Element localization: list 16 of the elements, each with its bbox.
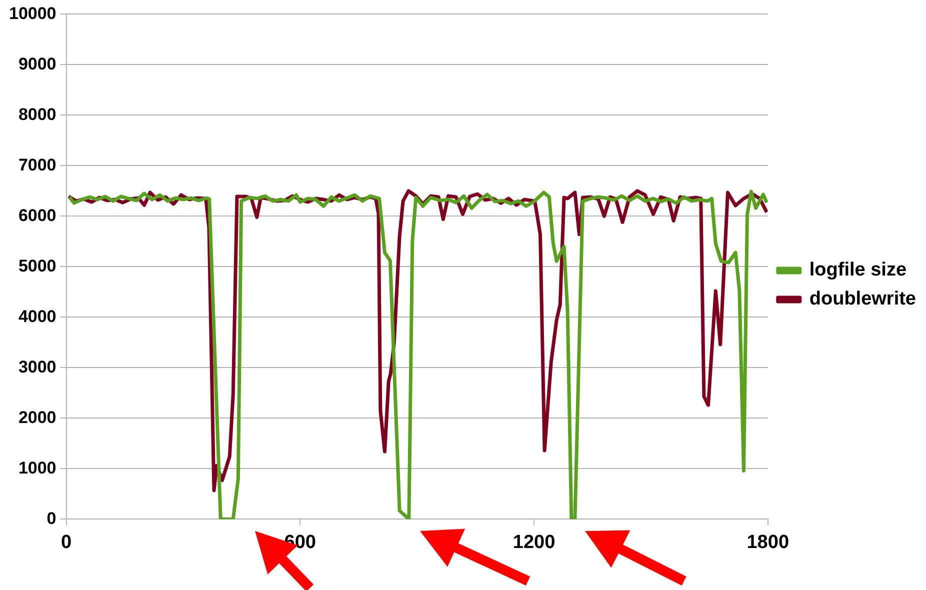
y-tick-label: 3000 — [18, 357, 56, 376]
y-tick-label: 5000 — [18, 256, 56, 276]
y-tick-label: 0 — [46, 508, 56, 528]
y-tick-label: 6000 — [18, 206, 56, 225]
y-tick-label: 10000 — [8, 4, 56, 23]
y-tick-label: 4000 — [18, 306, 56, 326]
legend-label: doublewrite — [809, 288, 916, 310]
x-tick-label: 1800 — [746, 532, 790, 553]
y-tick-label: 9000 — [18, 54, 56, 74]
x-tick-label: 1200 — [512, 532, 556, 553]
legend-label: logfile size — [809, 260, 907, 281]
y-tick-label: 2000 — [18, 408, 56, 427]
y-tick-label: 1000 — [18, 458, 56, 478]
x-tick-label: 0 — [60, 532, 72, 553]
y-tick-label: 8000 — [18, 104, 56, 124]
y-tick-label: 7000 — [18, 155, 56, 174]
